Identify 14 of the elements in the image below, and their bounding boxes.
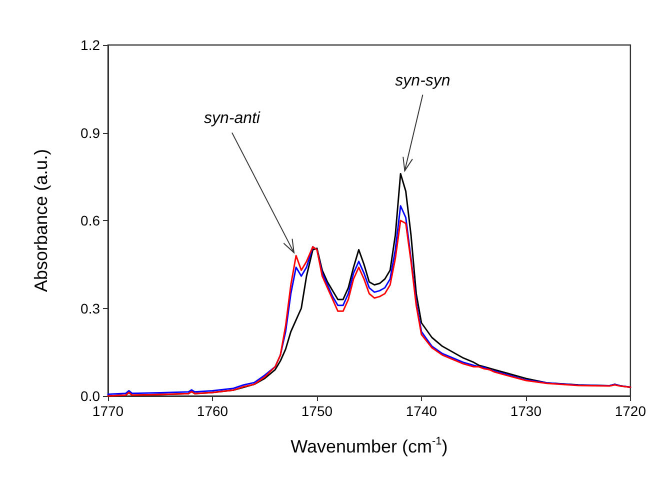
- y-tick-label: 0.0: [80, 388, 100, 404]
- x-tick-label: 1740: [406, 403, 438, 419]
- x-tick-label: 1730: [510, 403, 542, 419]
- x-tick-label: 1720: [614, 403, 646, 419]
- x-tick-label: 1760: [196, 403, 228, 419]
- annotation: syn-anti: [204, 110, 260, 128]
- x-tick-label: 1750: [301, 403, 333, 419]
- annotation: syn-syn: [395, 72, 450, 90]
- y-tick-label: 0.3: [80, 300, 100, 316]
- x-tick-label: 1770: [92, 403, 124, 419]
- y-tick-label: 0.9: [80, 124, 100, 141]
- y-tick-label: 0.6: [80, 212, 100, 228]
- y-axis-title: Absorbance (a.u.): [31, 148, 51, 292]
- y-tick-label: 1.2: [80, 37, 100, 53]
